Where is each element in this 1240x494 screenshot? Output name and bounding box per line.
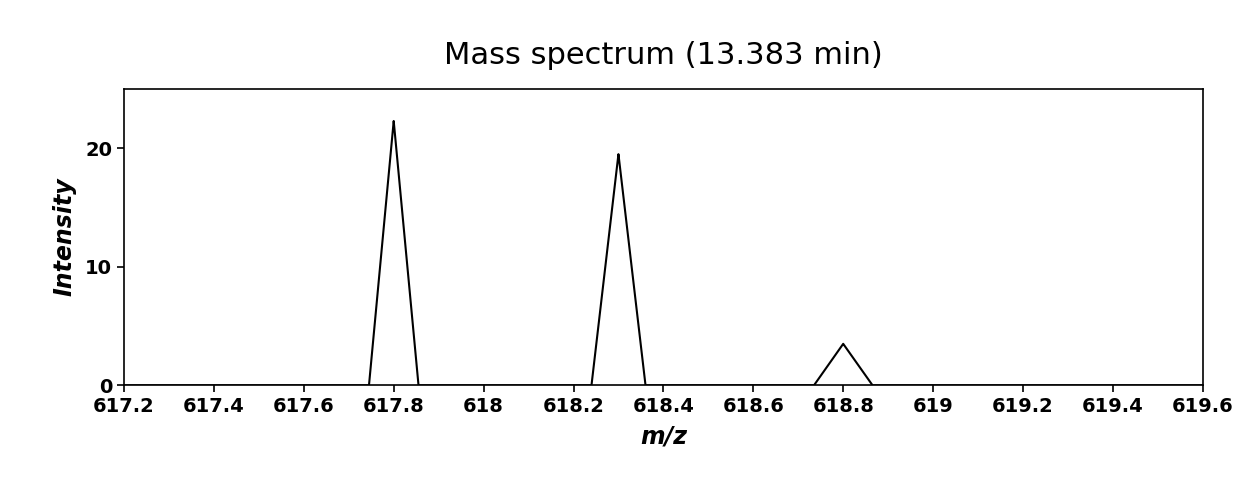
X-axis label: m/z: m/z [640, 424, 687, 449]
Title: Mass spectrum (13.383 min): Mass spectrum (13.383 min) [444, 41, 883, 70]
Y-axis label: Intensity: Intensity [53, 178, 77, 296]
